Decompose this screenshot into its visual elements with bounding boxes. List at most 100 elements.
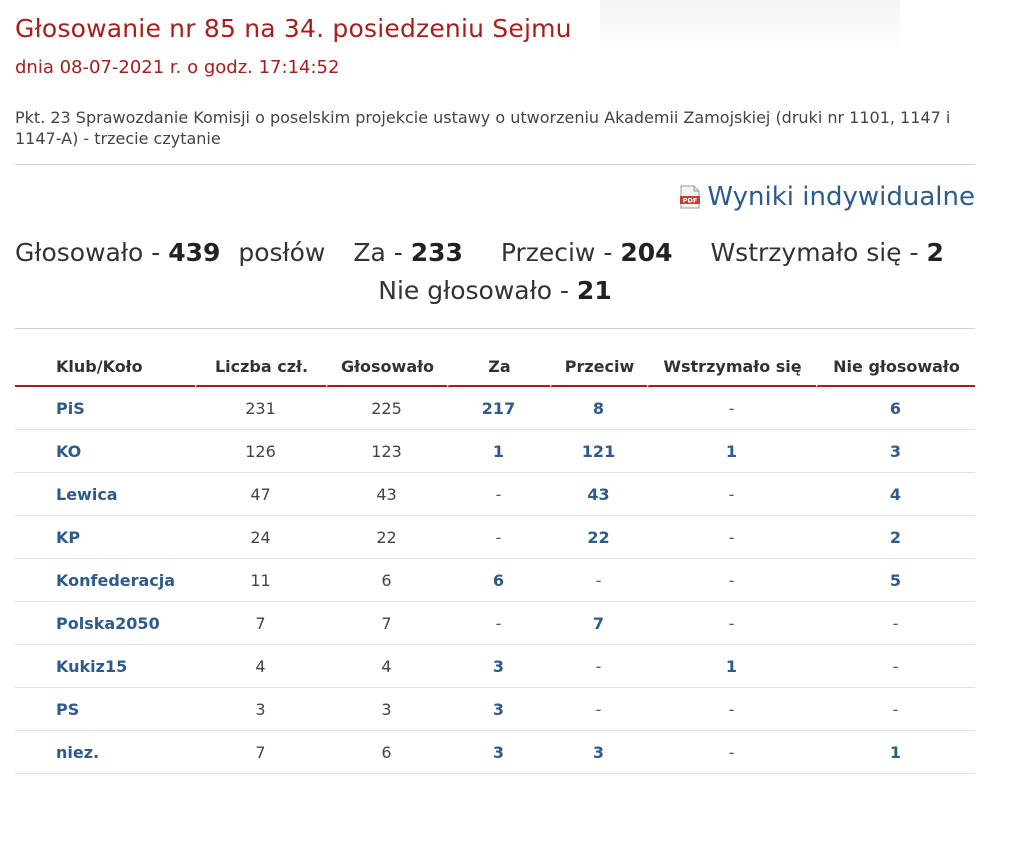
for-label: Za -: [353, 238, 411, 267]
vote-summary: Głosowało - 439 posłów Za - 233 Przeciw …: [15, 238, 975, 267]
cell-not-voted[interactable]: 2: [816, 516, 975, 559]
cell-abstained[interactable]: 1: [647, 430, 816, 473]
voted-suffix: posłów: [230, 238, 326, 267]
cell-abstained: -: [647, 731, 816, 774]
cell-against: -: [550, 559, 647, 602]
cell-against[interactable]: 121: [550, 430, 647, 473]
individual-results-link[interactable]: PDF Wyniki indywidualne: [679, 182, 975, 212]
cell-not-voted: -: [816, 602, 975, 645]
voted-count: 439: [168, 238, 221, 267]
cell-for[interactable]: 3: [447, 688, 550, 731]
cell-club[interactable]: KP: [15, 516, 195, 559]
cell-for: -: [447, 473, 550, 516]
cell-for[interactable]: 6: [447, 559, 550, 602]
header-abstained[interactable]: Wstrzymało się: [647, 348, 816, 387]
abstained-count: 2: [926, 238, 944, 267]
cell-abstained: -: [647, 516, 816, 559]
cell-for[interactable]: 217: [447, 387, 550, 430]
not-voted-summary: Nie głosowało - 21: [0, 276, 990, 305]
cell-abstained: -: [647, 602, 816, 645]
cell-against: -: [550, 645, 647, 688]
cell-members: 7: [195, 731, 326, 774]
table-row: PS 3 3 3- - -: [15, 688, 975, 731]
cell-club[interactable]: Konfederacja: [15, 559, 195, 602]
individual-results-label: Wyniki indywidualne: [707, 182, 975, 212]
cell-not-voted[interactable]: 1: [816, 731, 975, 774]
cell-not-voted: -: [816, 645, 975, 688]
cell-for: -: [447, 602, 550, 645]
club-results-table: Klub/Koło Liczba czł. Głosowało Za Przec…: [15, 348, 975, 774]
cell-abstained[interactable]: 1: [647, 645, 816, 688]
vote-description: Pkt. 23 Sprawozdanie Komisji o poselskim…: [15, 108, 951, 148]
header-against[interactable]: Przeciw: [550, 348, 647, 387]
cell-club[interactable]: Lewica: [15, 473, 195, 516]
cell-members: 231: [195, 387, 326, 430]
cell-club[interactable]: niez.: [15, 731, 195, 774]
divider-top: [15, 164, 975, 165]
cell-club[interactable]: KO: [15, 430, 195, 473]
cell-members: 7: [195, 602, 326, 645]
table-header-row: Klub/Koło Liczba czł. Głosowało Za Przec…: [15, 348, 975, 387]
cell-voted: 225: [326, 387, 447, 430]
header-for[interactable]: Za: [447, 348, 550, 387]
cell-abstained: -: [647, 387, 816, 430]
cell-members: 4: [195, 645, 326, 688]
for-count: 233: [410, 238, 463, 267]
cell-voted: 6: [326, 731, 447, 774]
cell-not-voted: -: [816, 688, 975, 731]
cell-against[interactable]: 8: [550, 387, 647, 430]
cell-not-voted[interactable]: 4: [816, 473, 975, 516]
cell-against[interactable]: 3: [550, 731, 647, 774]
abstained-label: Wstrzymało się -: [710, 238, 927, 267]
page-title: Głosowanie nr 85 na 34. posiedzeniu Sejm…: [15, 14, 572, 43]
cell-abstained: -: [647, 473, 816, 516]
divider-middle: [15, 328, 975, 329]
cell-members: 11: [195, 559, 326, 602]
not-voted-label: Nie głosowało -: [378, 276, 577, 305]
cell-voted: 43: [326, 473, 447, 516]
header-members[interactable]: Liczba czł.: [195, 348, 326, 387]
voted-label: Głosowało -: [15, 238, 169, 267]
cell-club[interactable]: PiS: [15, 387, 195, 430]
cell-members: 24: [195, 516, 326, 559]
header-voted[interactable]: Głosowało: [326, 348, 447, 387]
table-row: Kukiz15 4 4 3-1-: [15, 645, 975, 688]
cell-not-voted[interactable]: 6: [816, 387, 975, 430]
cell-for: -: [447, 516, 550, 559]
table-row: Konfederacja 11 6 6- -5: [15, 559, 975, 602]
table-row: KP 24 22-22-2: [15, 516, 975, 559]
table-row: KO 126 123 1 121 1 3: [15, 430, 975, 473]
cell-against: -: [550, 688, 647, 731]
cell-not-voted[interactable]: 5: [816, 559, 975, 602]
cell-voted: 4: [326, 645, 447, 688]
cell-abstained: -: [647, 688, 816, 731]
table-row: Polska2050 7 7-7- -: [15, 602, 975, 645]
header-club[interactable]: Klub/Koło: [15, 348, 195, 387]
table-row: Lewica 47 43-43-4: [15, 473, 975, 516]
header-not-voted[interactable]: Nie głosowało: [816, 348, 975, 387]
cell-for[interactable]: 1: [447, 430, 550, 473]
cell-not-voted[interactable]: 3: [816, 430, 975, 473]
svg-text:PDF: PDF: [683, 197, 698, 205]
cell-club[interactable]: Polska2050: [15, 602, 195, 645]
cell-voted: 3: [326, 688, 447, 731]
cell-members: 3: [195, 688, 326, 731]
cell-against[interactable]: 43: [550, 473, 647, 516]
pdf-icon: PDF: [679, 185, 701, 209]
cell-voted: 7: [326, 602, 447, 645]
table-row: niez. 7 6 3 3-1: [15, 731, 975, 774]
table-row: PiS 231 225 217 8-6: [15, 387, 975, 430]
not-voted-count: 21: [576, 276, 612, 305]
cell-abstained: -: [647, 559, 816, 602]
cell-for[interactable]: 3: [447, 645, 550, 688]
cell-against[interactable]: 22: [550, 516, 647, 559]
vote-date: dnia 08-07-2021 r. o godz. 17:14:52: [15, 57, 340, 78]
cell-against[interactable]: 7: [550, 602, 647, 645]
cell-club[interactable]: PS: [15, 688, 195, 731]
cell-for[interactable]: 3: [447, 731, 550, 774]
cell-club[interactable]: Kukiz15: [15, 645, 195, 688]
cell-voted: 6: [326, 559, 447, 602]
cell-members: 47: [195, 473, 326, 516]
cell-members: 126: [195, 430, 326, 473]
against-count: 204: [620, 238, 673, 267]
